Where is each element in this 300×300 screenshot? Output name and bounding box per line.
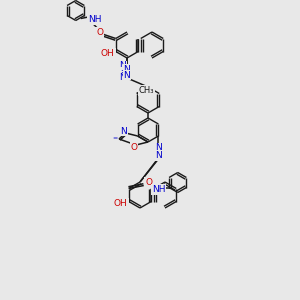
Text: N: N — [155, 152, 162, 160]
Text: =: = — [120, 68, 126, 76]
Text: CH₃: CH₃ — [139, 86, 154, 95]
Text: NH: NH — [88, 15, 101, 24]
Text: N: N — [155, 143, 162, 152]
Text: NH: NH — [152, 185, 166, 194]
Text: N: N — [120, 74, 126, 82]
Text: N: N — [120, 127, 127, 136]
Text: N: N — [124, 70, 130, 80]
Text: =: = — [112, 136, 118, 142]
Text: N: N — [124, 64, 130, 74]
Text: OH: OH — [114, 199, 128, 208]
Text: OH: OH — [101, 49, 115, 58]
Text: O: O — [130, 142, 137, 152]
Text: O: O — [96, 28, 103, 37]
Text: O: O — [145, 178, 152, 187]
Text: N: N — [120, 61, 126, 70]
